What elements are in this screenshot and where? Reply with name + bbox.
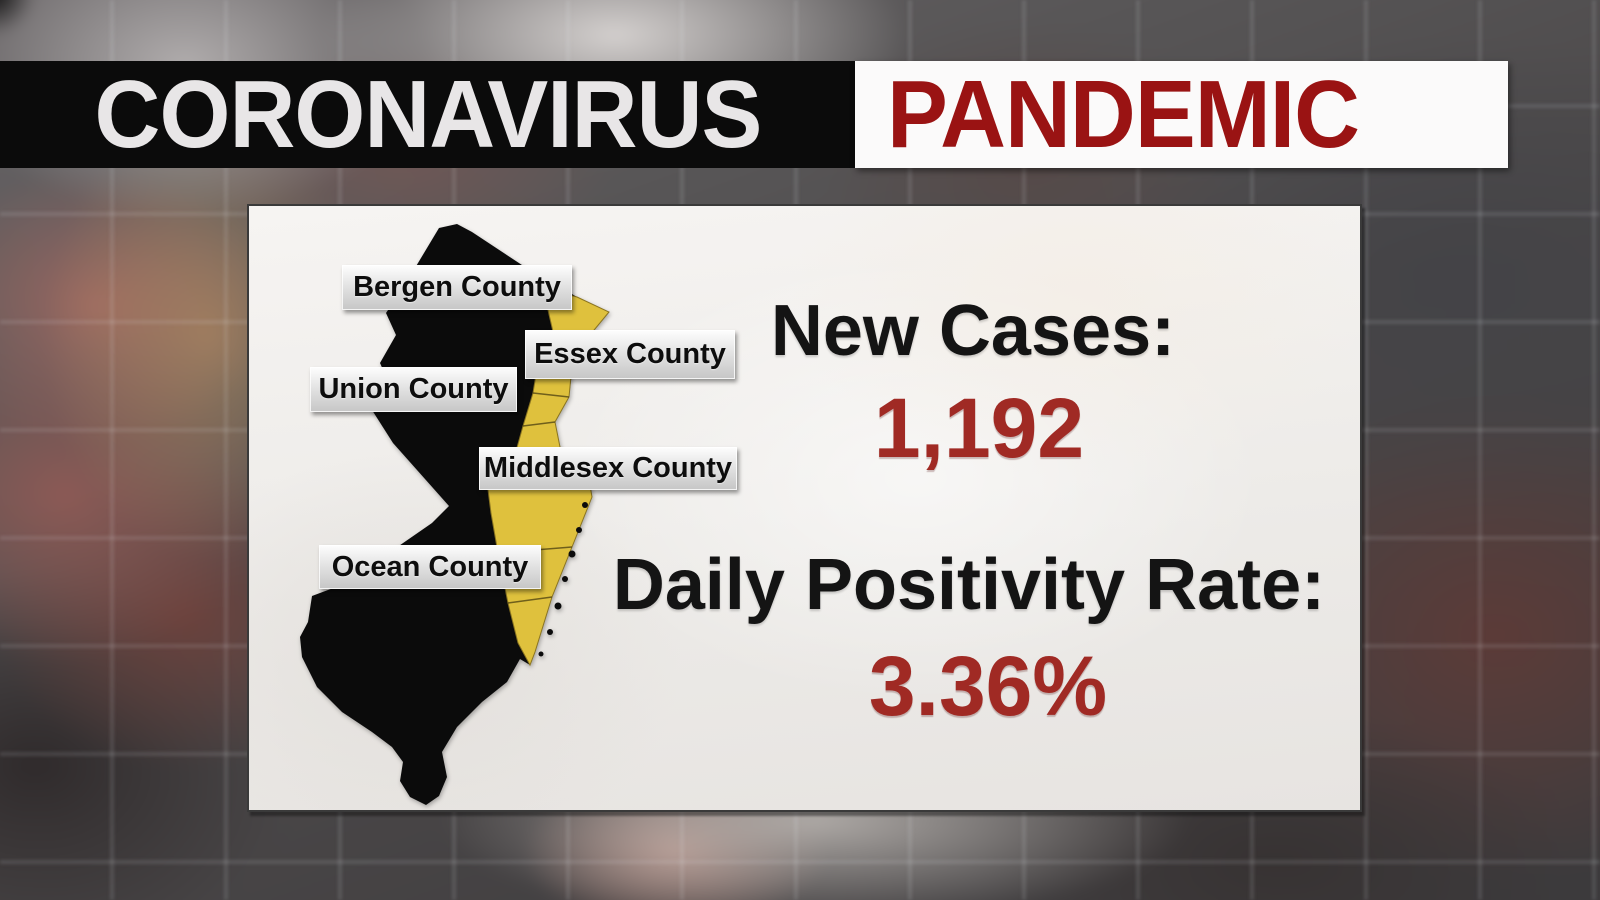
banner-coronavirus: CORONAVIRUS (0, 61, 855, 168)
new-cases-value: 1,192 (873, 381, 1085, 475)
county-label-bergen: Bergen County (342, 265, 572, 310)
positivity-rate-label: Daily Positivity Rate: (612, 545, 1326, 625)
infographic-panel: Bergen County Essex County Union County … (247, 204, 1362, 812)
banner-pandemic: PANDEMIC (855, 61, 1508, 168)
new-cases-label: New Cases: (770, 291, 1176, 371)
county-label-union: Union County (310, 367, 517, 412)
county-label-text: Essex County (534, 338, 726, 370)
banner-coronavirus-text: CORONAVIRUS (94, 60, 762, 168)
county-label-text: Bergen County (353, 271, 561, 303)
county-label-text: Union County (318, 373, 509, 405)
banner-pandemic-text: PANDEMIC (887, 60, 1360, 168)
county-label-text: Ocean County (331, 550, 529, 583)
county-label-ocean: Ocean County (319, 545, 541, 589)
county-label-middlesex: Middlesex County (479, 447, 737, 490)
county-label-essex: Essex County (525, 330, 735, 379)
positivity-rate-value: 3.36% (868, 639, 1108, 733)
county-label-text: Middlesex County (483, 452, 733, 484)
barrier-islands (538, 502, 588, 657)
